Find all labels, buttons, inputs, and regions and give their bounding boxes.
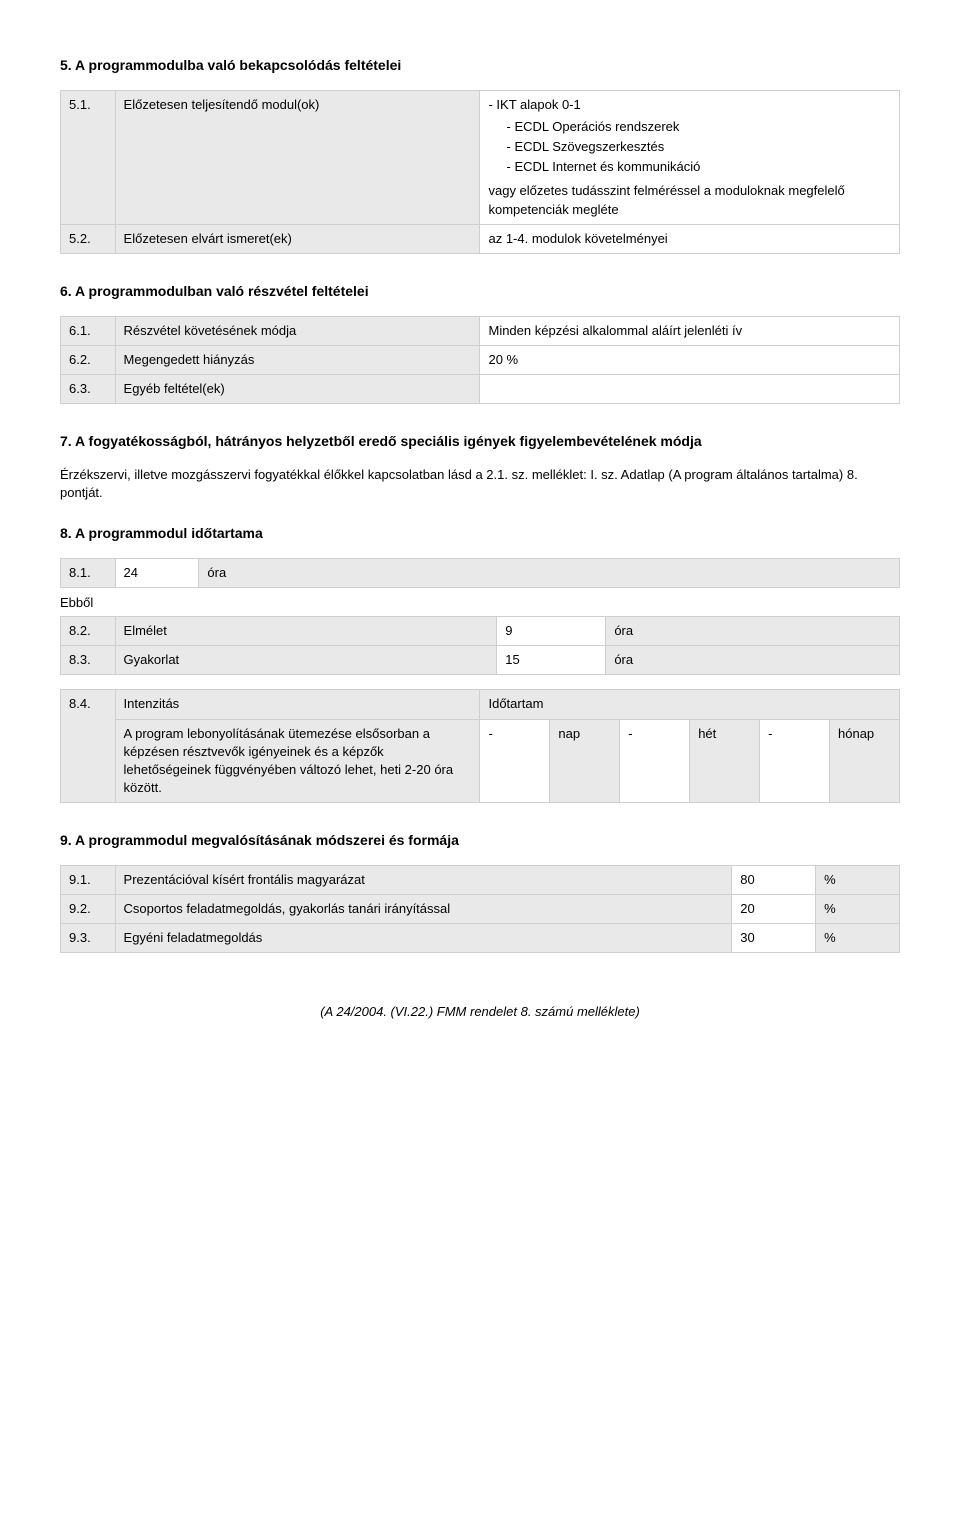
row-unit: óra	[606, 617, 900, 646]
row-number: 8.2.	[61, 617, 116, 646]
table-row: A program lebonyolításának ütemezése els…	[61, 719, 900, 803]
row-value: 20 %	[480, 345, 900, 374]
row-value: 20	[732, 895, 816, 924]
time-value: -	[480, 719, 550, 803]
row-percent: %	[816, 895, 900, 924]
row-label: Csoportos feladatmegoldás, gyakorlás tan…	[115, 895, 732, 924]
row-unit: óra	[606, 646, 900, 675]
table-row: 8.2. Elmélet 9 óra	[61, 617, 900, 646]
time-unit: hónap	[830, 719, 900, 803]
bullet-list: ECDL Operációs rendszerek ECDL Szövegsze…	[502, 118, 891, 177]
row-label: Előzetesen elvárt ismeret(ek)	[115, 224, 480, 253]
row-value: 15	[497, 646, 606, 675]
row-value: 80	[732, 865, 816, 894]
table-row: 6.3. Egyéb feltétel(ek)	[61, 374, 900, 403]
ebbol-label: Ebből	[60, 594, 900, 612]
bullet-item: ECDL Internet és kommunikáció	[506, 158, 891, 176]
table-row: 5.2. Előzetesen elvárt ismeret(ek) az 1-…	[61, 224, 900, 253]
row-number: 6.3.	[61, 374, 116, 403]
row-label: Előzetesen teljesítendő modul(ok)	[115, 90, 480, 224]
row-number: 6.2.	[61, 345, 116, 374]
row-label: Prezentációval kísért frontális magyaráz…	[115, 865, 732, 894]
row-value	[480, 374, 900, 403]
table-5: 5.1. Előzetesen teljesítendő modul(ok) -…	[60, 90, 900, 254]
row-label: Elmélet	[115, 617, 497, 646]
hours-unit: óra	[199, 558, 900, 587]
time-value: -	[620, 719, 690, 803]
row-label: Gyakorlat	[115, 646, 497, 675]
pre-bullet-text: - IKT alapok 0-1	[488, 96, 891, 114]
row-number: 5.1.	[61, 90, 116, 224]
table-row: 6.1. Részvétel követésének módja Minden …	[61, 316, 900, 345]
bullet-item: ECDL Operációs rendszerek	[506, 118, 891, 136]
table-8-intens: 8.4. Intenzitás Időtartam A program lebo…	[60, 689, 900, 803]
post-bullet-text: vagy előzetes tudásszint felméréssel a m…	[488, 182, 891, 218]
table-row: 9.2. Csoportos feladatmegoldás, gyakorlá…	[61, 895, 900, 924]
row-number: 9.1.	[61, 865, 116, 894]
row-label: Megengedett hiányzás	[115, 345, 480, 374]
row-number: 8.4.	[61, 690, 116, 803]
duration-heading: Időtartam	[480, 690, 900, 719]
section-7-paragraph: Érzékszervi, illetve mozgásszervi fogyat…	[60, 466, 900, 502]
row-value: - IKT alapok 0-1 ECDL Operációs rendszer…	[480, 90, 900, 224]
table-row: 6.2. Megengedett hiányzás 20 %	[61, 345, 900, 374]
row-number: 8.1.	[61, 558, 116, 587]
table-row: 9.3. Egyéni feladatmegoldás 30 %	[61, 924, 900, 953]
table-8-split: 8.2. Elmélet 9 óra 8.3. Gyakorlat 15 óra	[60, 616, 900, 675]
table-row: 9.1. Prezentációval kísért frontális mag…	[61, 865, 900, 894]
section-8-heading: 8. A programmodul időtartama	[60, 524, 900, 544]
section-9-heading: 9. A programmodul megvalósításának módsz…	[60, 831, 900, 851]
row-percent: %	[816, 924, 900, 953]
row-value: 30	[732, 924, 816, 953]
intens-heading: Intenzitás	[115, 690, 480, 719]
section-6-heading: 6. A programmodulban való részvétel felt…	[60, 282, 900, 302]
row-number: 9.3.	[61, 924, 116, 953]
time-value: -	[760, 719, 830, 803]
table-6: 6.1. Részvétel követésének módja Minden …	[60, 316, 900, 405]
table-9: 9.1. Prezentációval kísért frontális mag…	[60, 865, 900, 954]
time-unit: hét	[690, 719, 760, 803]
row-number: 9.2.	[61, 895, 116, 924]
table-row: 8.3. Gyakorlat 15 óra	[61, 646, 900, 675]
row-value: 9	[497, 617, 606, 646]
row-number: 5.2.	[61, 224, 116, 253]
row-value: az 1-4. modulok követelményei	[480, 224, 900, 253]
intens-text: A program lebonyolításának ütemezése els…	[115, 719, 480, 803]
hours-value: 24	[115, 558, 199, 587]
section-5-heading: 5. A programmodulba való bekapcsolódás f…	[60, 56, 900, 76]
page-footer: (A 24/2004. (VI.22.) FMM rendelet 8. szá…	[60, 1003, 900, 1021]
row-number: 6.1.	[61, 316, 116, 345]
table-8-main: 8.1. 24 óra	[60, 558, 900, 588]
bullet-item: ECDL Szövegszerkesztés	[506, 138, 891, 156]
row-number: 8.3.	[61, 646, 116, 675]
row-value: Minden képzési alkalommal aláírt jelenlé…	[480, 316, 900, 345]
row-percent: %	[816, 865, 900, 894]
time-unit: nap	[550, 719, 620, 803]
section-7-heading: 7. A fogyatékosságból, hátrányos helyzet…	[60, 432, 900, 452]
table-row: 8.4. Intenzitás Időtartam	[61, 690, 900, 719]
table-row: 5.1. Előzetesen teljesítendő modul(ok) -…	[61, 90, 900, 224]
table-row: 8.1. 24 óra	[61, 558, 900, 587]
row-label: Egyéb feltétel(ek)	[115, 374, 480, 403]
row-label: Egyéni feladatmegoldás	[115, 924, 732, 953]
row-label: Részvétel követésének módja	[115, 316, 480, 345]
